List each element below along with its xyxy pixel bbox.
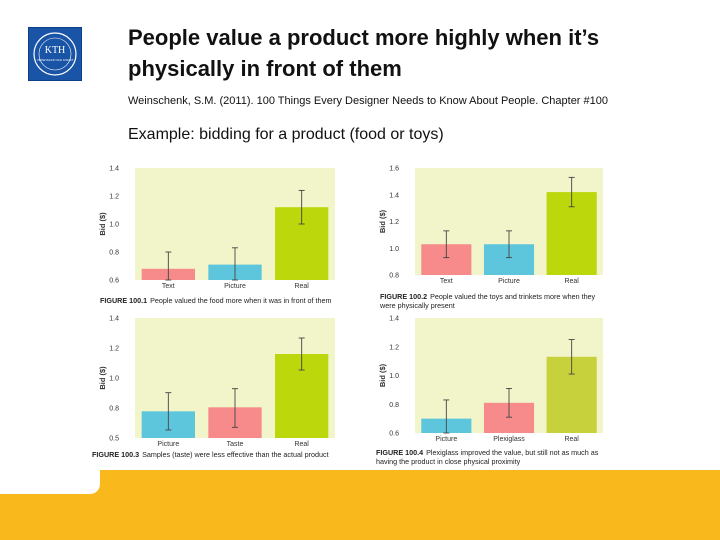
- x-tick-label: Text: [162, 283, 175, 290]
- chart-plexiglass-svg: 0.6 0.8 1.0 1.2 1.4 Bid ($) Picture Plexiglass R…: [378, 316, 603, 443]
- y-axis-label: Bid ($): [98, 366, 107, 390]
- y-tick-label: 1.0: [389, 246, 399, 253]
- y-tick-label: 0.6: [109, 278, 119, 285]
- y-tick-label: 1.0: [109, 222, 119, 229]
- y-axis-label: Bid ($): [378, 209, 387, 233]
- logo-text: KTH: [45, 45, 66, 56]
- y-tick-label: 1.0: [109, 376, 119, 383]
- chart-plexiglass: 0.6 0.8 1.0 1.2 1.4 Bid ($) Picture Plexiglass R…: [370, 308, 620, 448]
- chart-taste-svg: 0.5 0.8 1.0 1.2 1.4 Bid ($) Picture Taste Real: [98, 316, 335, 448]
- caption-toys: FIGURE 100.2 People valued the toys and t…: [380, 292, 610, 310]
- caption-taste: FIGURE 100.3 Samples (taste) were less ef…: [92, 450, 382, 459]
- x-tick-label: Plexiglass: [493, 436, 525, 443]
- y-tick-label: 0.5: [109, 436, 119, 443]
- footer-band: [0, 470, 720, 540]
- y-tick-label: 1.2: [109, 194, 119, 201]
- x-tick-label: Real: [564, 436, 579, 443]
- x-tick-label: Real: [294, 441, 309, 448]
- caption-plexiglass-label: FIGURE 100.4: [376, 448, 424, 457]
- caption-plexiglass-text: Plexiglass improved the value, but still…: [376, 448, 599, 466]
- y-tick-label: 1.2: [389, 219, 399, 226]
- chart-taste: 0.5 0.8 1.0 1.2 1.4 Bid ($) Picture Taste Real: [90, 308, 360, 448]
- x-tick-label: Picture: [224, 283, 246, 290]
- y-tick-label: 1.2: [389, 344, 399, 351]
- chart-food: 0.6 0.8 1.0 1.2 1.4 Bid ($) Text Picture Real: [90, 160, 360, 290]
- logo-subtext: VETENSKAP OCH KONST: [37, 58, 74, 62]
- caption-taste-text: Samples (taste) were less effective than…: [142, 450, 329, 459]
- y-tick-label: 0.6: [389, 431, 399, 438]
- footer-notch: [0, 460, 100, 494]
- x-tick-label: Real: [294, 283, 309, 290]
- caption-plexiglass: FIGURE 100.4 Plexiglass improved the valu…: [376, 448, 601, 466]
- chart-food-svg: 0.6 0.8 1.0 1.2 1.4 Bid ($) Text Picture Real: [98, 166, 335, 290]
- y-tick-label: 0.8: [389, 273, 399, 280]
- caption-toys-text: People valued the toys and trinkets more…: [380, 292, 596, 310]
- x-tick-label: Picture: [498, 278, 520, 285]
- y-tick-label: 1.4: [109, 166, 119, 173]
- y-tick-label: 1.6: [389, 166, 399, 173]
- y-tick-label: 0.8: [109, 406, 119, 413]
- y-tick-label: 1.0: [389, 373, 399, 380]
- x-tick-label: Text: [440, 278, 453, 285]
- kth-logo: KTH VETENSKAP OCH KONST: [28, 27, 82, 81]
- caption-food-label: FIGURE 100.1: [100, 296, 148, 305]
- chart-toys: 0.8 1.0 1.2 1.4 1.6 Bid ($) Text Picture Real: [370, 160, 620, 290]
- y-tick-label: 1.4: [389, 192, 399, 199]
- x-tick-label: Real: [564, 278, 579, 285]
- x-tick-label: Picture: [157, 441, 179, 448]
- y-tick-label: 0.8: [109, 250, 119, 257]
- y-axis-label: Bid ($): [98, 212, 107, 236]
- x-tick-label: Taste: [227, 441, 244, 448]
- caption-taste-label: FIGURE 100.3: [92, 450, 140, 459]
- y-axis-label: Bid ($): [378, 363, 387, 387]
- caption-food: FIGURE 100.1 People valued the food more …: [100, 296, 370, 305]
- slide-title: People value a product more highly when …: [128, 25, 600, 81]
- y-tick-label: 1.4: [109, 316, 119, 323]
- y-tick-label: 1.4: [389, 316, 399, 323]
- caption-food-text: People valued the food more when it was …: [150, 296, 332, 305]
- citation: Weinschenk, S.M. (2011). 100 Things Ever…: [128, 95, 608, 107]
- caption-toys-label: FIGURE 100.2: [380, 292, 428, 301]
- y-tick-label: 0.8: [389, 402, 399, 409]
- example-heading: Example: bidding for a product (food or …: [128, 126, 444, 143]
- y-tick-label: 1.2: [109, 346, 119, 353]
- x-tick-label: Picture: [435, 436, 457, 443]
- chart-toys-svg: 0.8 1.0 1.2 1.4 1.6 Bid ($) Text Picture Real: [378, 166, 603, 285]
